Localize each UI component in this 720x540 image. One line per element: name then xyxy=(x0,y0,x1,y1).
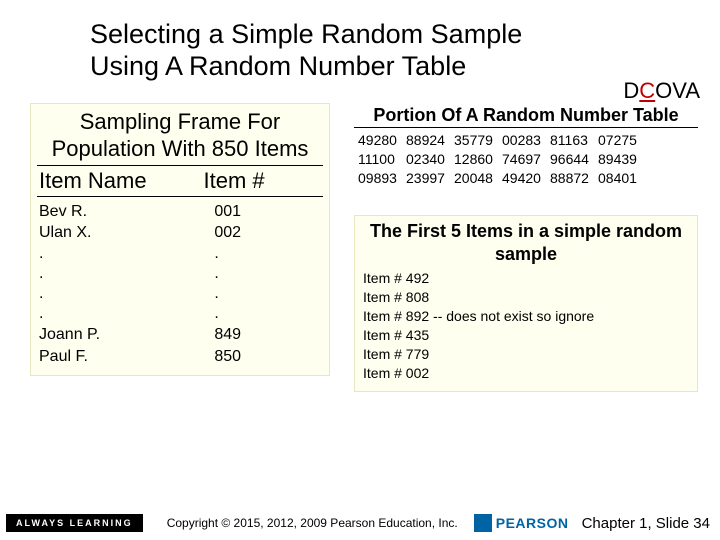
sampling-frame-box: Sampling Frame For Population With 850 I… xyxy=(30,103,330,376)
first5-item: Item # 808 xyxy=(363,288,691,307)
first5-item: Item # 779 xyxy=(363,345,691,364)
dcova-post: OVA xyxy=(655,78,700,103)
frame-header: Item Name Item # xyxy=(37,168,323,197)
first5-title: The First 5 Items in a simple random sam… xyxy=(361,220,691,265)
title-line-1: Selecting a Simple Random Sample xyxy=(90,18,700,50)
pearson-logo: PEARSON xyxy=(474,514,569,532)
rnt-cell: 23997 xyxy=(406,169,454,188)
frame-cell-name: . xyxy=(39,304,188,324)
frame-row: .. xyxy=(39,284,321,304)
first5-item: Item # 002 xyxy=(363,364,691,383)
rnt-cell: 08401 xyxy=(598,169,646,188)
dcova-pre: D xyxy=(623,78,639,103)
frame-cell-num: . xyxy=(188,264,321,284)
frame-cell-name: Bev R. xyxy=(39,201,188,223)
frame-cell-name: . xyxy=(39,284,188,304)
rnt-cell: 96644 xyxy=(550,150,598,169)
frame-cell-name: Paul F. xyxy=(39,346,188,368)
first5-box: The First 5 Items in a simple random sam… xyxy=(354,215,698,391)
first5-items: Item # 492Item # 808Item # 892 -- does n… xyxy=(361,269,691,382)
frame-cell-num: . xyxy=(188,284,321,304)
footer: ALWAYS LEARNING Copyright © 2015, 2012, … xyxy=(0,506,720,540)
rnt-cell: 74697 xyxy=(502,150,550,169)
dcova-label: DCOVA xyxy=(623,78,700,104)
frame-cell-num: . xyxy=(188,304,321,324)
frame-row: .. xyxy=(39,264,321,284)
dcova-underline: C xyxy=(639,78,655,103)
rnt-cell: 35779 xyxy=(454,131,502,150)
title-line-2: Using A Random Number Table xyxy=(90,50,700,82)
frame-row: Paul F.850 xyxy=(39,346,321,368)
always-learning-badge: ALWAYS LEARNING xyxy=(6,514,143,532)
rnt-cell: 20048 xyxy=(454,169,502,188)
frame-row: Bev R.001 xyxy=(39,201,321,223)
frame-rows: Bev R.001Ulan X.002........Joann P.849Pa… xyxy=(37,197,323,367)
pearson-text: PEARSON xyxy=(496,515,569,531)
rnt-cell: 88924 xyxy=(406,131,454,150)
frame-row: Joann P.849 xyxy=(39,324,321,346)
pearson-square-icon xyxy=(474,514,492,532)
frame-cell-num: . xyxy=(188,244,321,264)
rnt-cell: 12860 xyxy=(454,150,502,169)
slide-title: Selecting a Simple Random Sample Using A… xyxy=(0,0,720,83)
rnt-row: 492808892435779002838116307275 xyxy=(358,131,698,150)
frame-row: Ulan X.002 xyxy=(39,222,321,244)
rnt-cell: 11100 xyxy=(358,150,406,169)
rnt-cell: 49280 xyxy=(358,131,406,150)
frame-cell-num: 849 xyxy=(188,324,321,346)
frame-title: Sampling Frame For Population With 850 I… xyxy=(37,108,323,166)
rnt-cell: 09893 xyxy=(358,169,406,188)
rnt-cell: 49420 xyxy=(502,169,550,188)
frame-cell-name: Ulan X. xyxy=(39,222,188,244)
frame-cell-num: 002 xyxy=(188,222,321,244)
rnt-cell: 07275 xyxy=(598,131,646,150)
header-item-name: Item Name xyxy=(39,168,204,194)
rnt-row: 111000234012860746979664489439 xyxy=(358,150,698,169)
frame-cell-name: . xyxy=(39,264,188,284)
random-number-table-title: Portion Of A Random Number Table xyxy=(354,105,698,128)
frame-row: .. xyxy=(39,304,321,324)
rnt-row: 098932399720048494208887208401 xyxy=(358,169,698,188)
frame-cell-name: Joann P. xyxy=(39,324,188,346)
frame-cell-num: 001 xyxy=(188,201,321,223)
chapter-slide-label: Chapter 1, Slide 34 xyxy=(582,515,710,532)
rnt-cell: 81163 xyxy=(550,131,598,150)
rnt-cell: 02340 xyxy=(406,150,454,169)
frame-cell-name: . xyxy=(39,244,188,264)
frame-row: .. xyxy=(39,244,321,264)
rnt-cell: 89439 xyxy=(598,150,646,169)
rnt-cell: 88872 xyxy=(550,169,598,188)
copyright-text: Copyright © 2015, 2012, 2009 Pearson Edu… xyxy=(167,516,458,530)
first5-item: Item # 435 xyxy=(363,326,691,345)
first5-item: Item # 892 -- does not exist so ignore xyxy=(363,307,691,326)
random-number-table-rows: 4928088924357790028381163072751110002340… xyxy=(354,131,698,188)
header-item-num: Item # xyxy=(204,168,322,194)
rnt-cell: 00283 xyxy=(502,131,550,150)
first5-item: Item # 492 xyxy=(363,269,691,288)
frame-cell-num: 850 xyxy=(188,346,321,368)
